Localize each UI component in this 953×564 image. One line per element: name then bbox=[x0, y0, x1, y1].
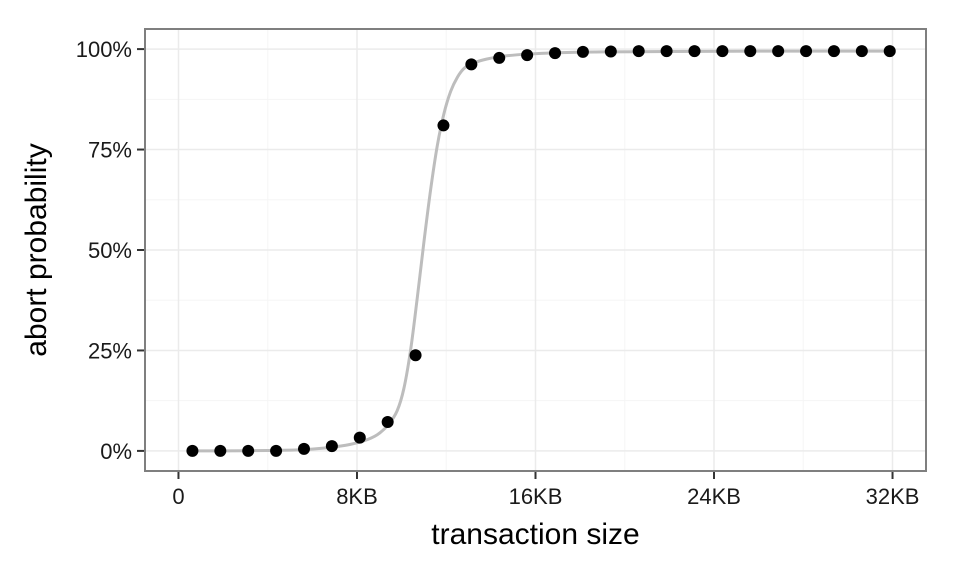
data-point bbox=[632, 45, 645, 58]
x-axis-title: transaction size bbox=[431, 518, 639, 551]
data-point bbox=[409, 349, 422, 362]
data-point bbox=[353, 431, 366, 444]
y-tick-label: 25% bbox=[88, 338, 132, 363]
data-point bbox=[855, 45, 868, 58]
data-point bbox=[744, 45, 757, 58]
data-point bbox=[297, 442, 310, 455]
x-tick-label: 24KB bbox=[687, 484, 741, 509]
data-point bbox=[688, 45, 701, 58]
y-axis-title: abort probability bbox=[20, 143, 53, 356]
data-point bbox=[716, 45, 729, 58]
data-points-layer bbox=[186, 45, 896, 457]
data-point bbox=[549, 47, 562, 60]
y-tick-label: 0% bbox=[100, 439, 132, 464]
data-point bbox=[660, 45, 673, 58]
data-point bbox=[800, 45, 813, 58]
data-point bbox=[772, 45, 785, 58]
data-point bbox=[521, 49, 534, 62]
x-axis: 0 8KB 16KB 24KB 32KB bbox=[172, 472, 919, 509]
data-point bbox=[827, 45, 840, 58]
panel-border bbox=[144, 28, 927, 472]
data-point bbox=[242, 444, 255, 457]
x-tick-label: 32KB bbox=[866, 484, 920, 509]
y-axis: 0% 25% 50% 75% 100% bbox=[76, 37, 144, 464]
data-point bbox=[325, 440, 338, 453]
data-point bbox=[576, 45, 589, 58]
data-point bbox=[493, 51, 506, 64]
x-tick-label: 16KB bbox=[509, 484, 563, 509]
data-point bbox=[604, 45, 617, 58]
data-point bbox=[437, 119, 450, 132]
y-tick-label: 50% bbox=[88, 238, 132, 263]
y-tick-label: 100% bbox=[76, 37, 132, 62]
x-tick-label: 8KB bbox=[336, 484, 378, 509]
data-point bbox=[186, 444, 199, 457]
x-tick-label: 0 bbox=[172, 484, 184, 509]
grid-major bbox=[145, 29, 926, 471]
data-point bbox=[381, 415, 394, 428]
data-point bbox=[214, 444, 227, 457]
data-point bbox=[465, 58, 478, 71]
data-point bbox=[270, 444, 283, 457]
data-point bbox=[883, 45, 896, 58]
y-tick-label: 75% bbox=[88, 138, 132, 163]
